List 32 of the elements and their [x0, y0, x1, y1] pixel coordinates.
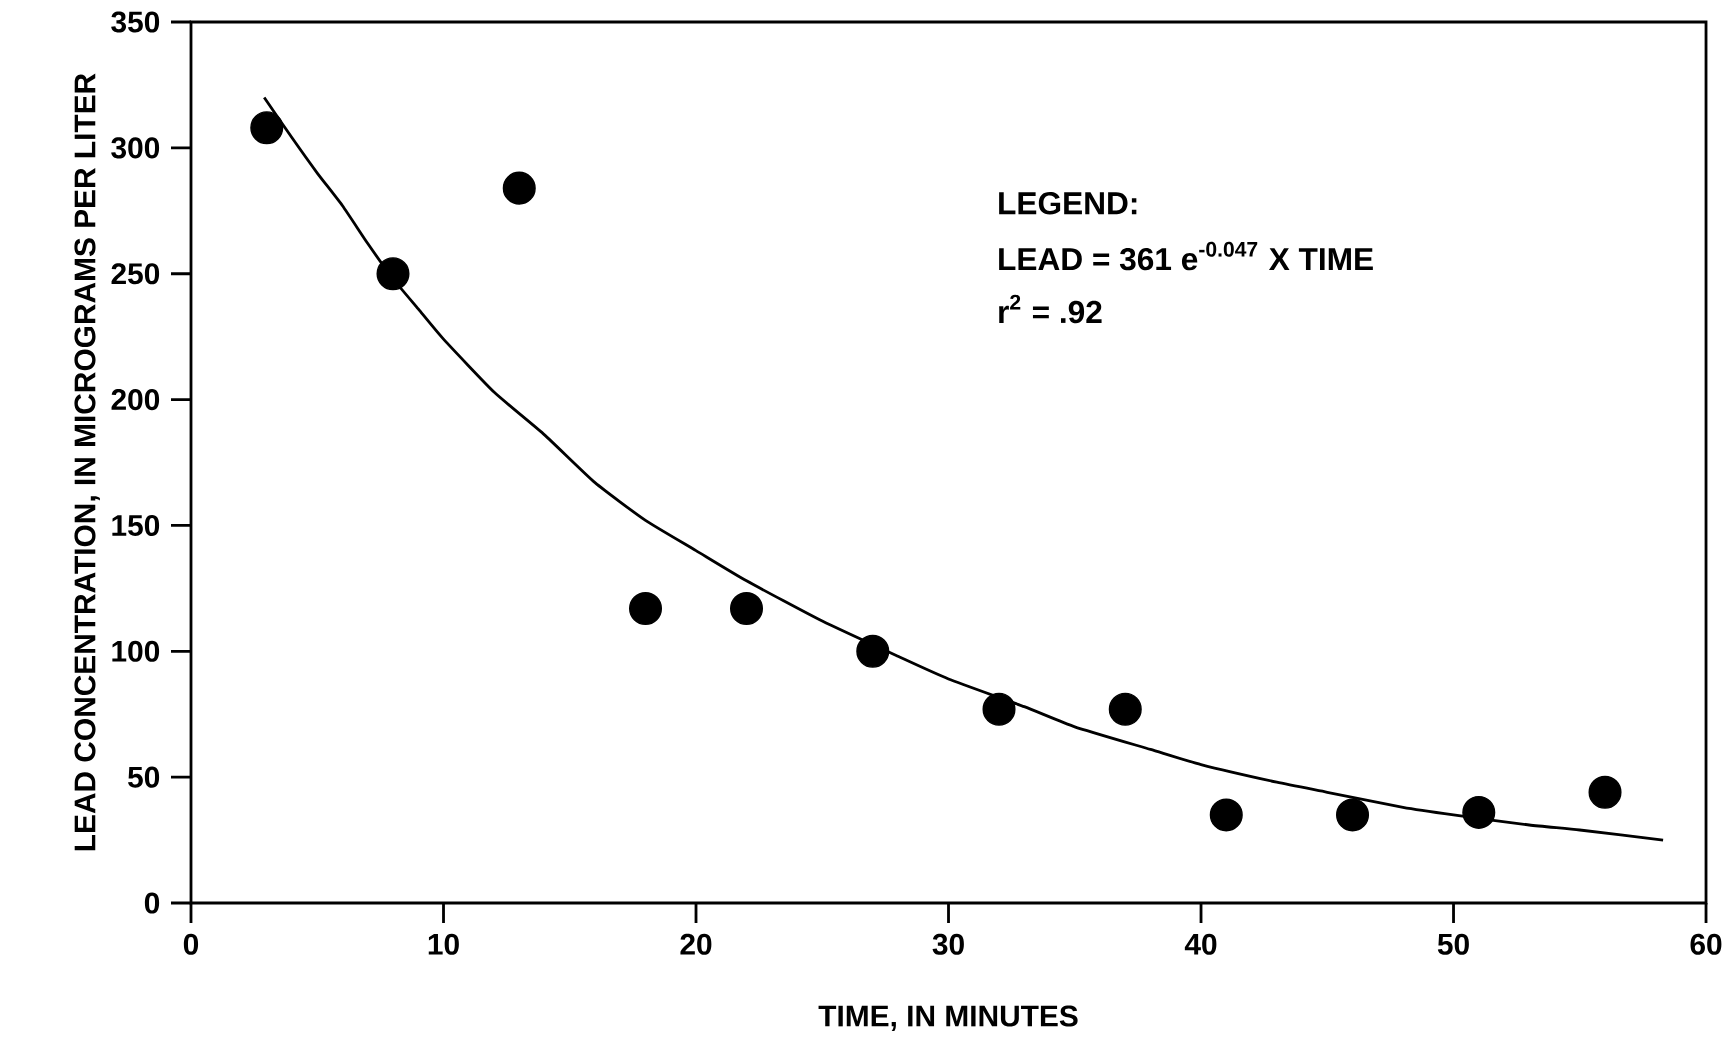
y-tick-label: 350	[111, 11, 160, 33]
point	[1108, 692, 1142, 726]
x-tick-label: 50	[1437, 933, 1469, 955]
x-tick-label: 60	[1690, 933, 1722, 955]
annotation: r$^{2}$ = .92	[999, 294, 1102, 324]
y-tick-label: 200	[111, 389, 160, 411]
x-axis-title: TIME, IN MINUTES	[818, 1005, 1078, 1031]
point	[502, 171, 536, 205]
y-axis-title: LEAD CONCENTRATION, IN MICROGRAMS PER LITER	[74, 73, 100, 851]
point	[250, 111, 284, 145]
y-tick-label: 250	[111, 263, 160, 285]
x-tick-label: 40	[1184, 933, 1217, 955]
annotation: LEGEND:	[999, 192, 1137, 215]
point	[856, 634, 890, 668]
y-tick-label: 150	[112, 514, 160, 536]
y-tick-label: 100	[112, 640, 160, 662]
point	[1209, 798, 1243, 832]
x-tick-label: 30	[932, 933, 964, 955]
x-tick-label: 20	[680, 933, 712, 955]
point	[628, 591, 663, 626]
annotation: LEAD = 361 e$^{-0.047}$ X TIME	[999, 241, 1373, 271]
point	[1462, 795, 1496, 829]
y-tick-label: 50	[128, 766, 160, 788]
x-tick-label: 0	[183, 933, 199, 955]
point	[729, 591, 764, 626]
y-tick-label: 0	[144, 892, 160, 914]
x-tick-label: 10	[428, 933, 459, 955]
point	[1588, 775, 1622, 809]
y-tick-label: 300	[111, 137, 160, 159]
point	[1336, 798, 1370, 832]
point	[982, 692, 1016, 726]
point	[376, 257, 410, 291]
